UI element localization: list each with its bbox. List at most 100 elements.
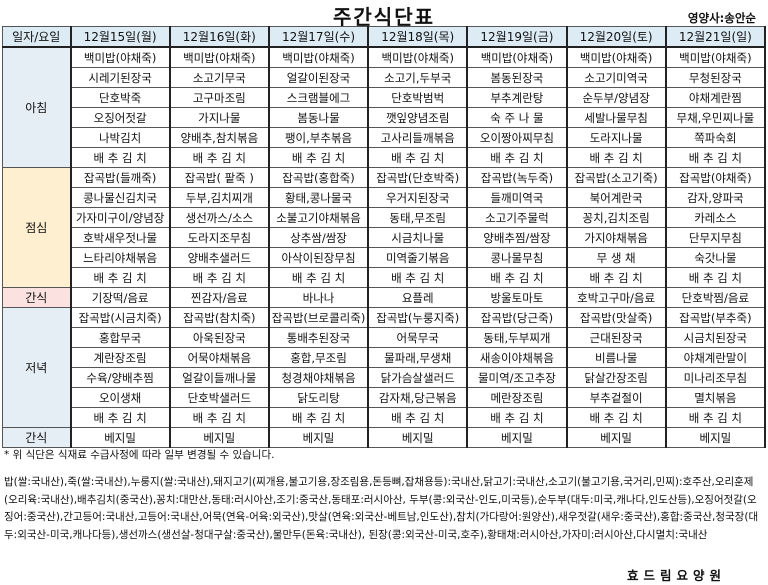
menu-cell: 꽁치,김치조림 [565,207,667,228]
menu-cell: 우거지된장국 [367,187,469,208]
menu-cell: 닭가슴살샐러드 [367,367,469,388]
menu-cell: 호박고구마/음료 [565,287,667,308]
menu-cell: 소고기무국 [168,67,270,88]
menu-cell: 들깨미역국 [466,187,568,208]
menu-cell: 단호박샐러드 [168,387,270,408]
meal-label: 아침 [2,46,71,168]
menu-cell: 고사리들깨볶음 [367,127,469,148]
menu-cell: 숙 주 나 물 [466,107,568,128]
menu-cell: 잡곡밥(당근죽) [466,307,568,328]
meal-label: 간식 [2,427,71,448]
menu-cell: 스크램블에그 [267,87,370,108]
menu-cell: 근대된장국 [565,327,667,348]
menu-cell: 배 추 김 치 [168,147,270,168]
menu-cell: 잡곡밥(누룽지죽) [367,307,469,328]
menu-cell: 팽이,부추볶음 [267,127,370,148]
menu-cell: 잡곡밥(단호박죽) [367,167,469,188]
menu-cell: 배 추 김 치 [267,407,370,428]
header-corner: 일자/요일 [2,26,71,48]
menu-cell: 배 추 김 치 [267,267,370,288]
nutritionist-label: 영양사:송안순 [687,11,756,25]
menu-cell: 배 추 김 치 [69,407,171,428]
menu-cell: 바나나 [267,287,370,308]
menu-cell: 어묵무국 [367,327,469,348]
header-day: 12월19일(금) [466,26,568,48]
menu-cell: 베지밀 [69,427,171,448]
menu-cell: 백미밥(야채죽) [267,46,370,68]
menu-row: 가자미구이/양념장 생선까스/소스 소불고기야채볶음 동태,무조림 소고기주물럭 꽁치,김… [3,207,767,228]
menu-cell: 백미밥(야채죽) [664,46,767,68]
menu-cell: 무 생 채 [565,247,667,268]
menu-cell: 배 추 김 치 [565,147,667,168]
menu-cell: 메란장조림 [466,387,568,408]
menu-cell: 잡곡밥(브로콜리죽) [267,307,370,328]
menu-cell: 방울토마토 [466,287,568,308]
menu-row: 오징어젓갈 가지나물 봄동나물 깻잎양념조림 숙 주 나 물 세발나물무침 무채,우민찌나물 [3,107,767,128]
menu-body: 아침 백미밥(야채죽) 백미밥(야채죽) 백미밥(야채죽) 백미밥(야채죽) 백미밥(야채… [2,46,767,448]
menu-cell: 단호박죽 [69,87,171,108]
menu-row: 나박김치 양배추,참치볶음 팽이,부추볶음 고사리들깨볶음 오이짱아찌무침 도라지나물 쪽파… [3,127,767,148]
menu-cell: 잡곡밥(녹두죽) [466,167,568,188]
menu-cell: 상추쌈/쌈장 [267,227,370,248]
header-day: 12월20일(토) [565,26,667,48]
menu-cell: 배 추 김 치 [367,407,469,428]
menu-cell: 배 추 김 치 [664,147,767,168]
header-day: 12월18일(목) [367,26,469,48]
menu-row: 단호박죽 고구마조림 스크램블에그 단호박범벅 부추계란탕 순두부/양념장 야채계란찜 [3,87,767,108]
menu-cell: 비름나물 [565,347,667,368]
menu-cell: 쪽파숙회 [664,127,767,148]
menu-cell: 배 추 김 치 [69,147,171,168]
menu-cell: 소고기미역국 [565,67,667,88]
menu-cell: 두부,김치찌개 [168,187,270,208]
menu-cell: 느타리야채볶음 [69,247,171,268]
menu-row: 콩나물신김치국 두부,김치찌개 황태,콩나물국 우거지된장국 들깨미역국 북어계란국 감자,… [3,187,767,208]
menu-cell: 소불고기야채볶음 [267,207,370,228]
menu-cell: 잡곡밥(들깨죽) [69,167,171,188]
origin-info: 밥(쌀:국내산),죽(쌀:국내산),누룽지(쌀:국내산),돼지고기(찌개용,불고… [4,476,759,541]
meal-label: 점심 [2,167,71,288]
menu-cell: 배 추 김 치 [466,407,568,428]
menu-cell: 봄동된장국 [466,67,568,88]
menu-cell: 생선까스/소스 [168,207,270,228]
menu-cell: 배 추 김 치 [664,407,767,428]
menu-cell: 배 추 김 치 [168,267,270,288]
header-day: 12월15일(월) [69,26,171,48]
menu-cell: 감자채,당근볶음 [367,387,469,408]
menu-cell: 동태,무조림 [367,207,469,228]
menu-cell: 백미밥(야채죽) [69,46,171,68]
menu-cell: 단무지무침 [664,227,767,248]
menu-cell: 콩나물무침 [466,247,568,268]
menu-cell: 물미역/조고추장 [466,367,568,388]
menu-cell: 베지밀 [565,427,667,448]
menu-cell: 소고기주물럭 [466,207,568,228]
header-day: 12월21일(일) [664,26,767,48]
menu-row: 호박새우젓나물 도라지조무침 상추쌈/쌈장 시금치나물 양배추찜/쌈장 가지야채볶음 단무지… [3,227,767,248]
menu-cell: 부추계란탕 [466,87,568,108]
menu-cell: 수육/양배추찜 [69,367,171,388]
menu-cell: 배 추 김 치 [466,147,568,168]
menu-cell: 도라지조무침 [168,227,270,248]
menu-cell: 잡곡밥(야채죽) [664,167,767,188]
menu-cell: 세발나물무침 [565,107,667,128]
menu-row: 간식 베지밀 베지밀 베지밀 베지밀 베지밀 베지밀 베지밀 [2,427,767,448]
menu-cell: 찐감자/음료 [168,287,270,308]
menu-cell: 백미밥(야채죽) [168,46,270,68]
header-row: 일자/요일 12월15일(월) 12월16일(화) 12월17일(수) 12월1… [2,26,767,48]
menu-cell: 멸치볶음 [664,387,767,408]
menu-cell: 배 추 김 치 [367,267,469,288]
menu-cell: 깻잎양념조림 [367,107,469,128]
menu-cell: 어묵야채볶음 [168,347,270,368]
menu-cell: 백미밥(야채죽) [367,46,469,68]
menu-cell: 아욱된장국 [168,327,270,348]
menu-cell: 무청된장국 [664,67,767,88]
menu-cell: 요플레 [367,287,469,308]
menu-cell: 시금치나물 [367,227,469,248]
menu-cell: 배 추 김 치 [267,147,370,168]
menu-cell: 베지밀 [664,427,767,448]
menu-cell: 카레소스 [664,207,767,228]
menu-cell: 오이생채 [69,387,171,408]
menu-cell: 배 추 김 치 [69,267,171,288]
